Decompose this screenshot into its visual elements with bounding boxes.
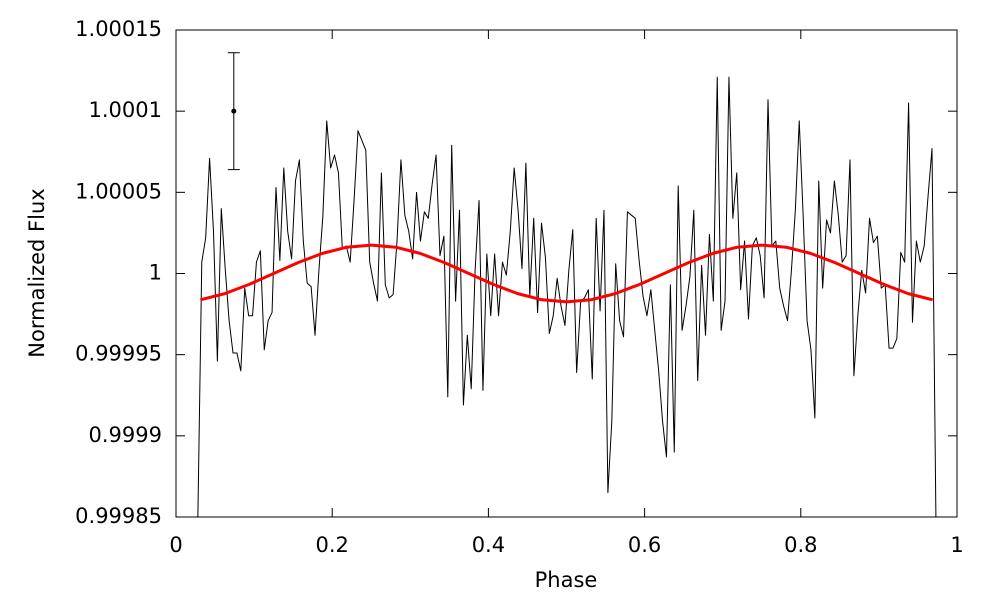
error-point [231,108,237,114]
x-tick-label: 0.8 [784,533,817,557]
y-tick-label: 1.00015 [75,17,162,41]
y-tick-label: 1 [149,261,162,285]
plot-frame [175,29,958,518]
x-tick-label: 1 [950,533,963,557]
y-tick-label: 0.99985 [75,504,162,528]
data-line [197,76,937,518]
x-axis-label: Phase [535,568,598,592]
x-tick-label: 0.2 [315,533,348,557]
y-tick-label: 0.99995 [75,342,162,366]
x-tick-label: 0.4 [472,533,505,557]
y-tick-label: 0.9999 [89,423,162,447]
x-tick-label: 0.6 [628,533,661,557]
y-tick-label: 1.0001 [89,98,162,122]
x-tick-label: 0 [169,533,182,557]
y-axis-label: Normalized Flux [25,188,49,357]
data-line [200,243,933,304]
y-tick-label: 1.00005 [75,179,162,203]
